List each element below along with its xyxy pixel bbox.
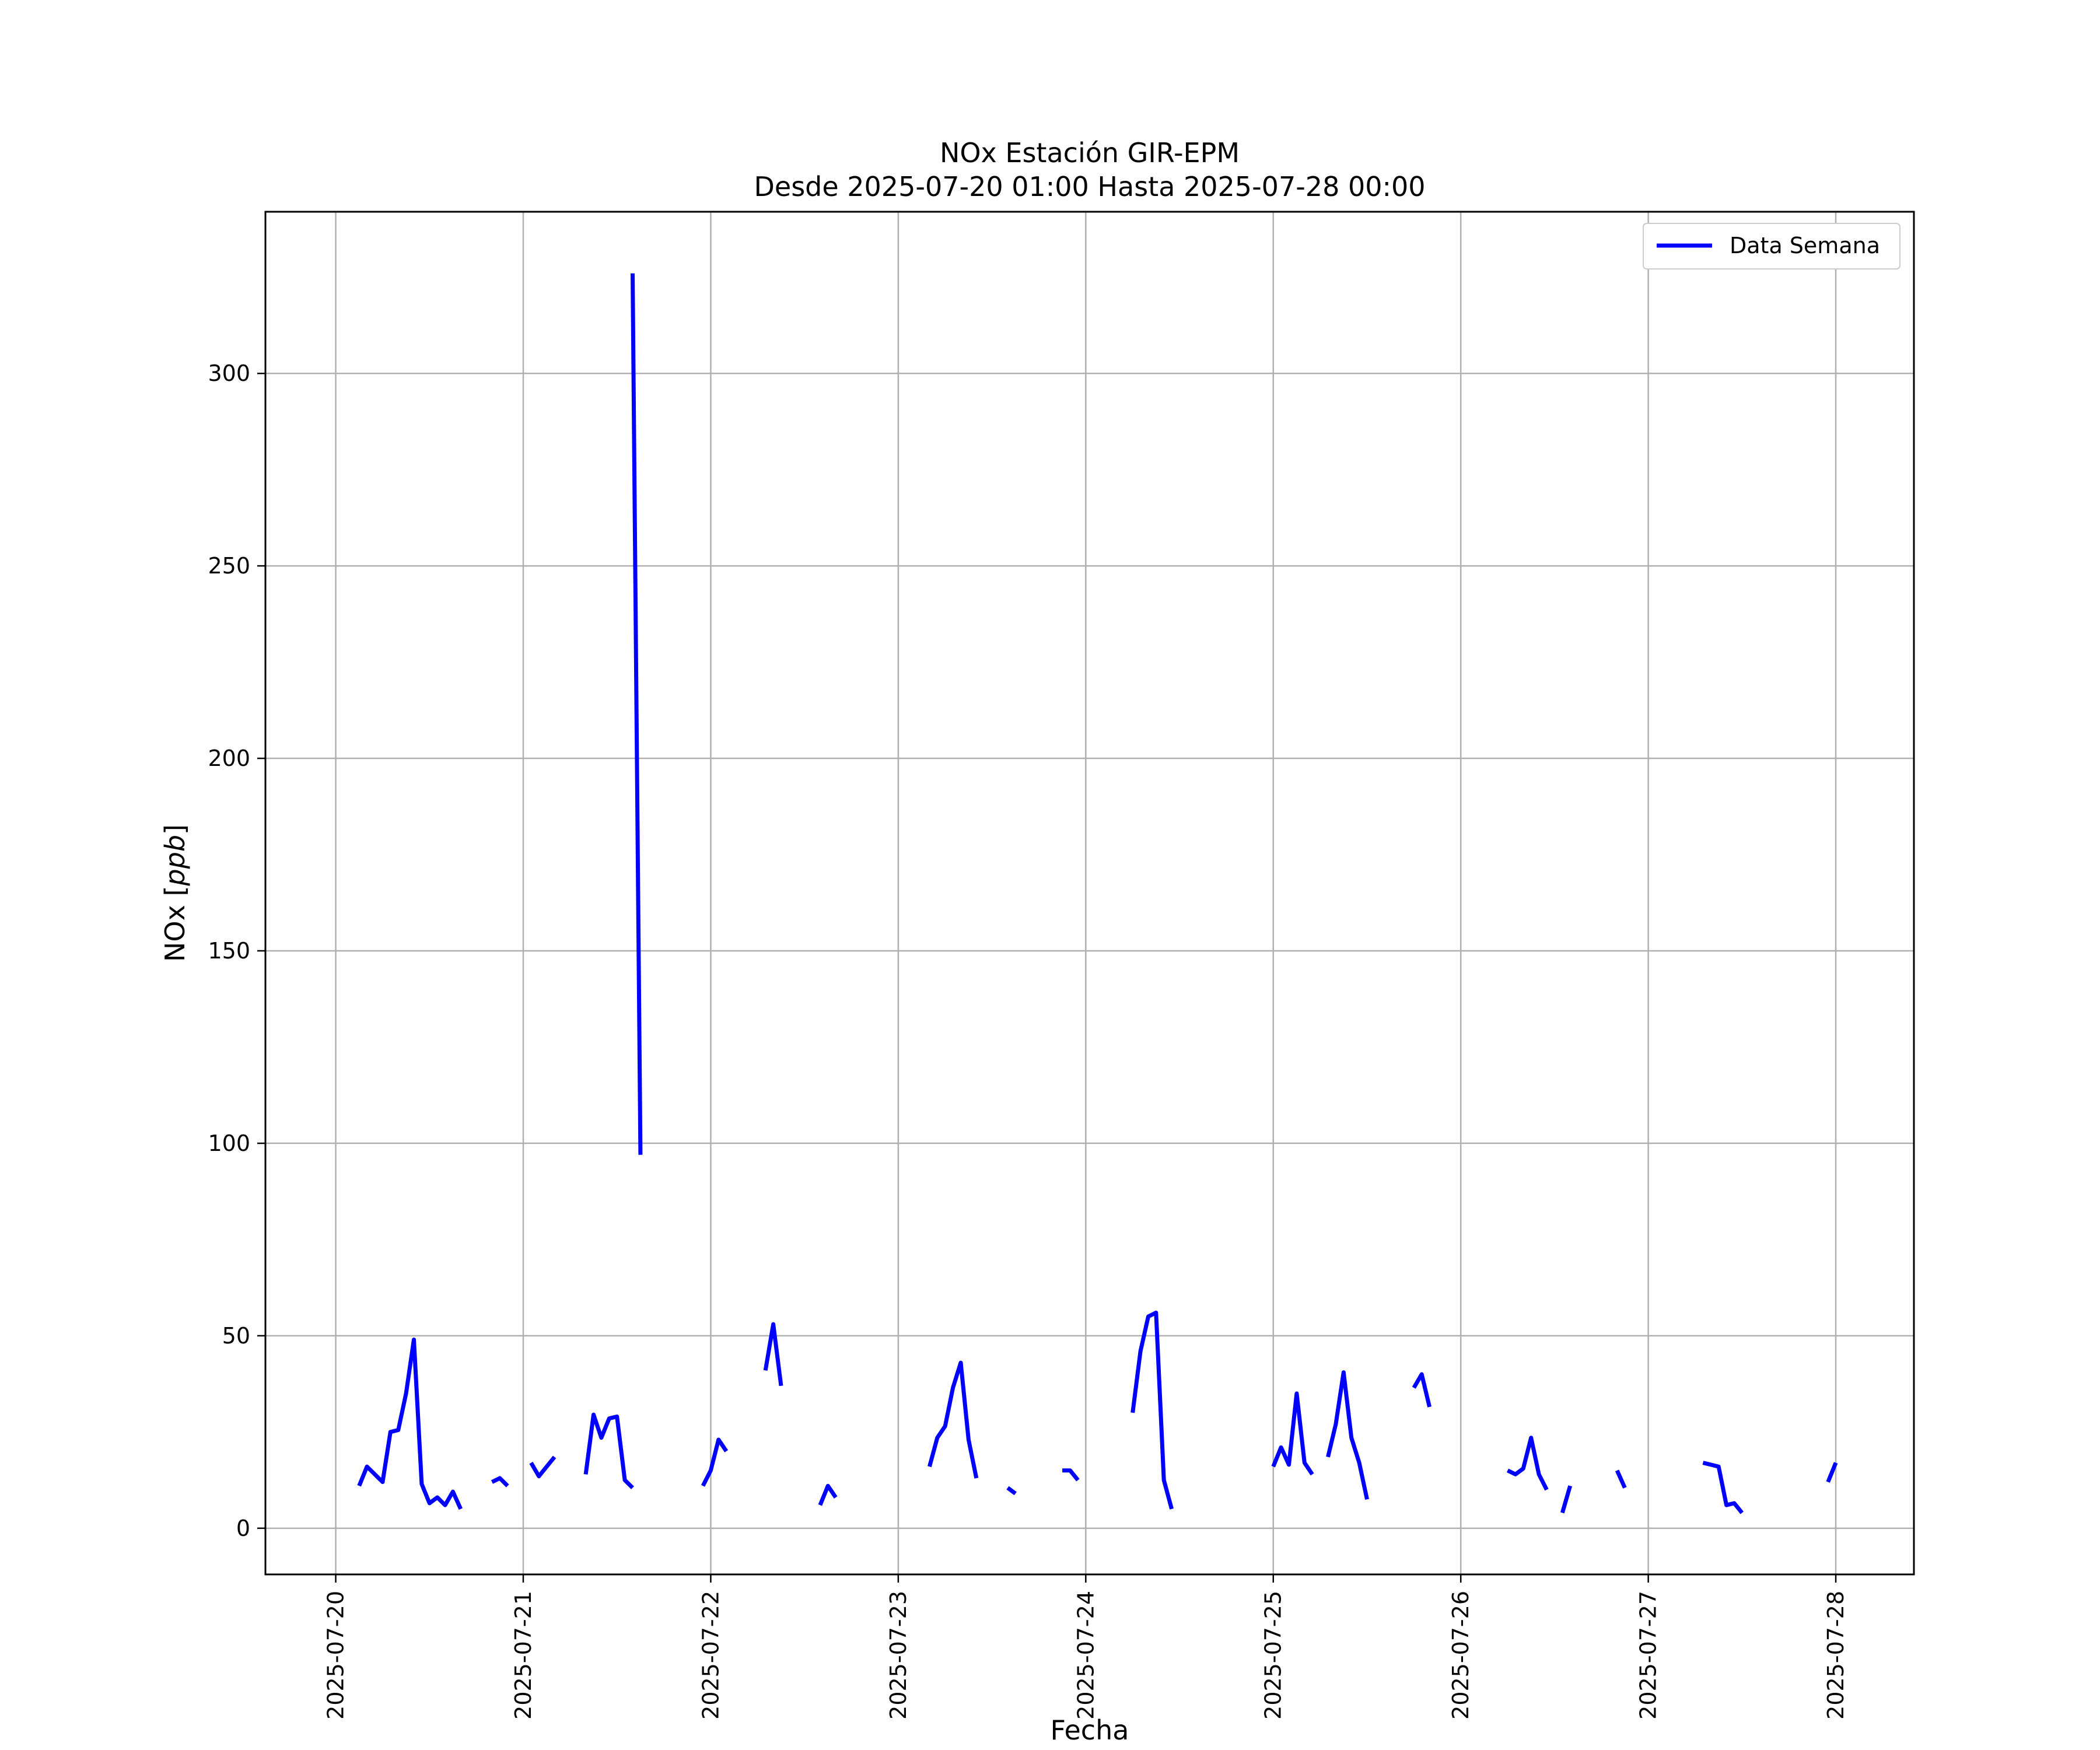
x-axis-label: Fecha bbox=[1051, 1714, 1129, 1746]
series-line-segment bbox=[1130, 1310, 1174, 1510]
chart-title: NOx Estación GIR-EPM bbox=[940, 137, 1240, 169]
x-tick-label: 2025-07-27 bbox=[1636, 1591, 1661, 1720]
y-tick-label: 250 bbox=[208, 553, 250, 579]
series-line-segment bbox=[763, 1322, 783, 1387]
x-tick-label: 2025-07-28 bbox=[1823, 1591, 1849, 1720]
y-axis-label: NOx [ppb] bbox=[159, 824, 191, 962]
series-line-segment bbox=[701, 1437, 729, 1487]
y-tick-label: 150 bbox=[208, 938, 250, 964]
x-tick-label: 2025-07-24 bbox=[1073, 1591, 1098, 1720]
series-line-segment bbox=[357, 1338, 463, 1510]
y-tick-label: 300 bbox=[208, 360, 250, 386]
grid bbox=[265, 212, 1914, 1574]
series-line-segment bbox=[1412, 1372, 1432, 1408]
plot-frame bbox=[264, 211, 1915, 1576]
series-line-segment bbox=[1702, 1461, 1744, 1514]
y-tick-label: 100 bbox=[208, 1130, 250, 1156]
x-tick-label: 2025-07-25 bbox=[1261, 1591, 1286, 1720]
series-line-segment bbox=[928, 1360, 979, 1479]
series-line-segment bbox=[1271, 1391, 1314, 1476]
chart-subtitle: Desde 2025-07-20 01:00 Hasta 2025-07-28 … bbox=[754, 171, 1425, 202]
y-axis: 0 50 100 150 200 250 300 bbox=[208, 360, 265, 1541]
series-group bbox=[357, 273, 1838, 1514]
series-line-segment bbox=[818, 1483, 838, 1506]
legend-box bbox=[1643, 223, 1901, 270]
y-axis-label-unit: ppb bbox=[159, 835, 191, 887]
legend: Data Semana bbox=[1643, 223, 1901, 270]
y-axis-label-name: NOx bbox=[159, 905, 191, 962]
y-tick-label: 50 bbox=[222, 1323, 250, 1349]
x-axis: 2025-07-20 2025-07-21 2025-07-22 2025-07-23… bbox=[323, 1574, 1849, 1720]
x-tick-label: 2025-07-22 bbox=[698, 1591, 723, 1720]
series-line-segment bbox=[529, 1455, 556, 1479]
series-line-segment bbox=[1506, 1436, 1549, 1491]
series-line-segment bbox=[583, 1412, 634, 1489]
y-tick-label: 200 bbox=[208, 746, 250, 771]
series-line-segment bbox=[1006, 1486, 1017, 1496]
x-tick-label: 2025-07-21 bbox=[510, 1591, 536, 1720]
series-line-segment bbox=[1826, 1462, 1838, 1483]
series-line-segment bbox=[1615, 1469, 1627, 1489]
series-line-segment bbox=[1326, 1370, 1369, 1500]
series-line-segment bbox=[631, 273, 643, 1155]
x-tick-label: 2025-07-26 bbox=[1448, 1591, 1474, 1720]
series-line-segment bbox=[491, 1476, 509, 1488]
legend-label: Data Semana bbox=[1730, 233, 1880, 258]
x-tick-label: 2025-07-23 bbox=[886, 1591, 911, 1720]
series-line-segment bbox=[1062, 1468, 1080, 1482]
y-tick-label: 0 bbox=[236, 1516, 250, 1541]
series-line-segment bbox=[1560, 1485, 1573, 1514]
x-tick-label: 2025-07-20 bbox=[323, 1591, 349, 1720]
